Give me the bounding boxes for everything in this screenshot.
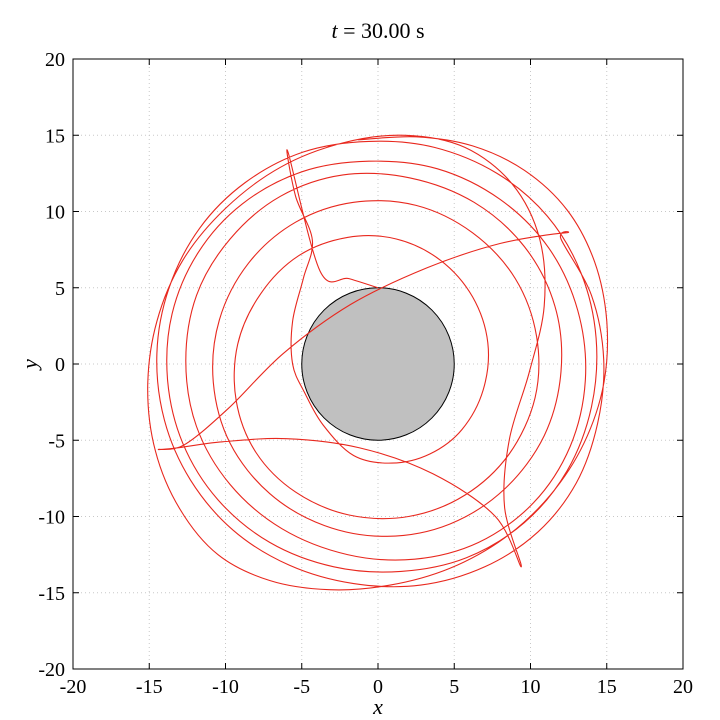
x-axis-title: x <box>372 694 383 719</box>
x-tick-label: 15 <box>597 676 617 698</box>
x-tick-label: 20 <box>673 676 693 698</box>
chart-title-value: = 30.00 s <box>338 18 425 43</box>
tick-labels: -20 -15 -10 -5 0 5 10 15 20 -20 -15 -10 -5 0 5 10 15 20 <box>38 49 693 698</box>
y-tick-label: -15 <box>38 583 65 605</box>
y-tick-label: 15 <box>45 125 65 147</box>
x-tick-label: -20 <box>60 676 87 698</box>
x-tick-label: 10 <box>521 676 541 698</box>
chart-title: t = 30.00 s <box>331 18 424 43</box>
y-tick-label: 10 <box>45 202 65 224</box>
x-tick-label: -5 <box>293 676 310 698</box>
ticks <box>72 58 684 670</box>
y-tick-label: 0 <box>55 354 65 376</box>
x-tick-label: -10 <box>212 676 239 698</box>
y-tick-label: 20 <box>45 49 65 71</box>
x-tick-label: 0 <box>373 676 383 698</box>
obstacle-layer <box>301 287 455 441</box>
y-axis-title: y <box>17 359 42 371</box>
trajectory-line <box>147 134 609 591</box>
x-tick-label: 5 <box>449 676 459 698</box>
y-tick-label: -10 <box>38 507 65 529</box>
x-tick-label: -15 <box>136 676 163 698</box>
y-tick-label: -5 <box>48 430 65 452</box>
obstacle-disk <box>301 287 455 441</box>
trajectory-layer <box>147 134 609 591</box>
y-tick-label: 5 <box>55 278 65 300</box>
chart-title-variable: t <box>331 18 338 43</box>
y-tick-label: -20 <box>38 659 65 681</box>
